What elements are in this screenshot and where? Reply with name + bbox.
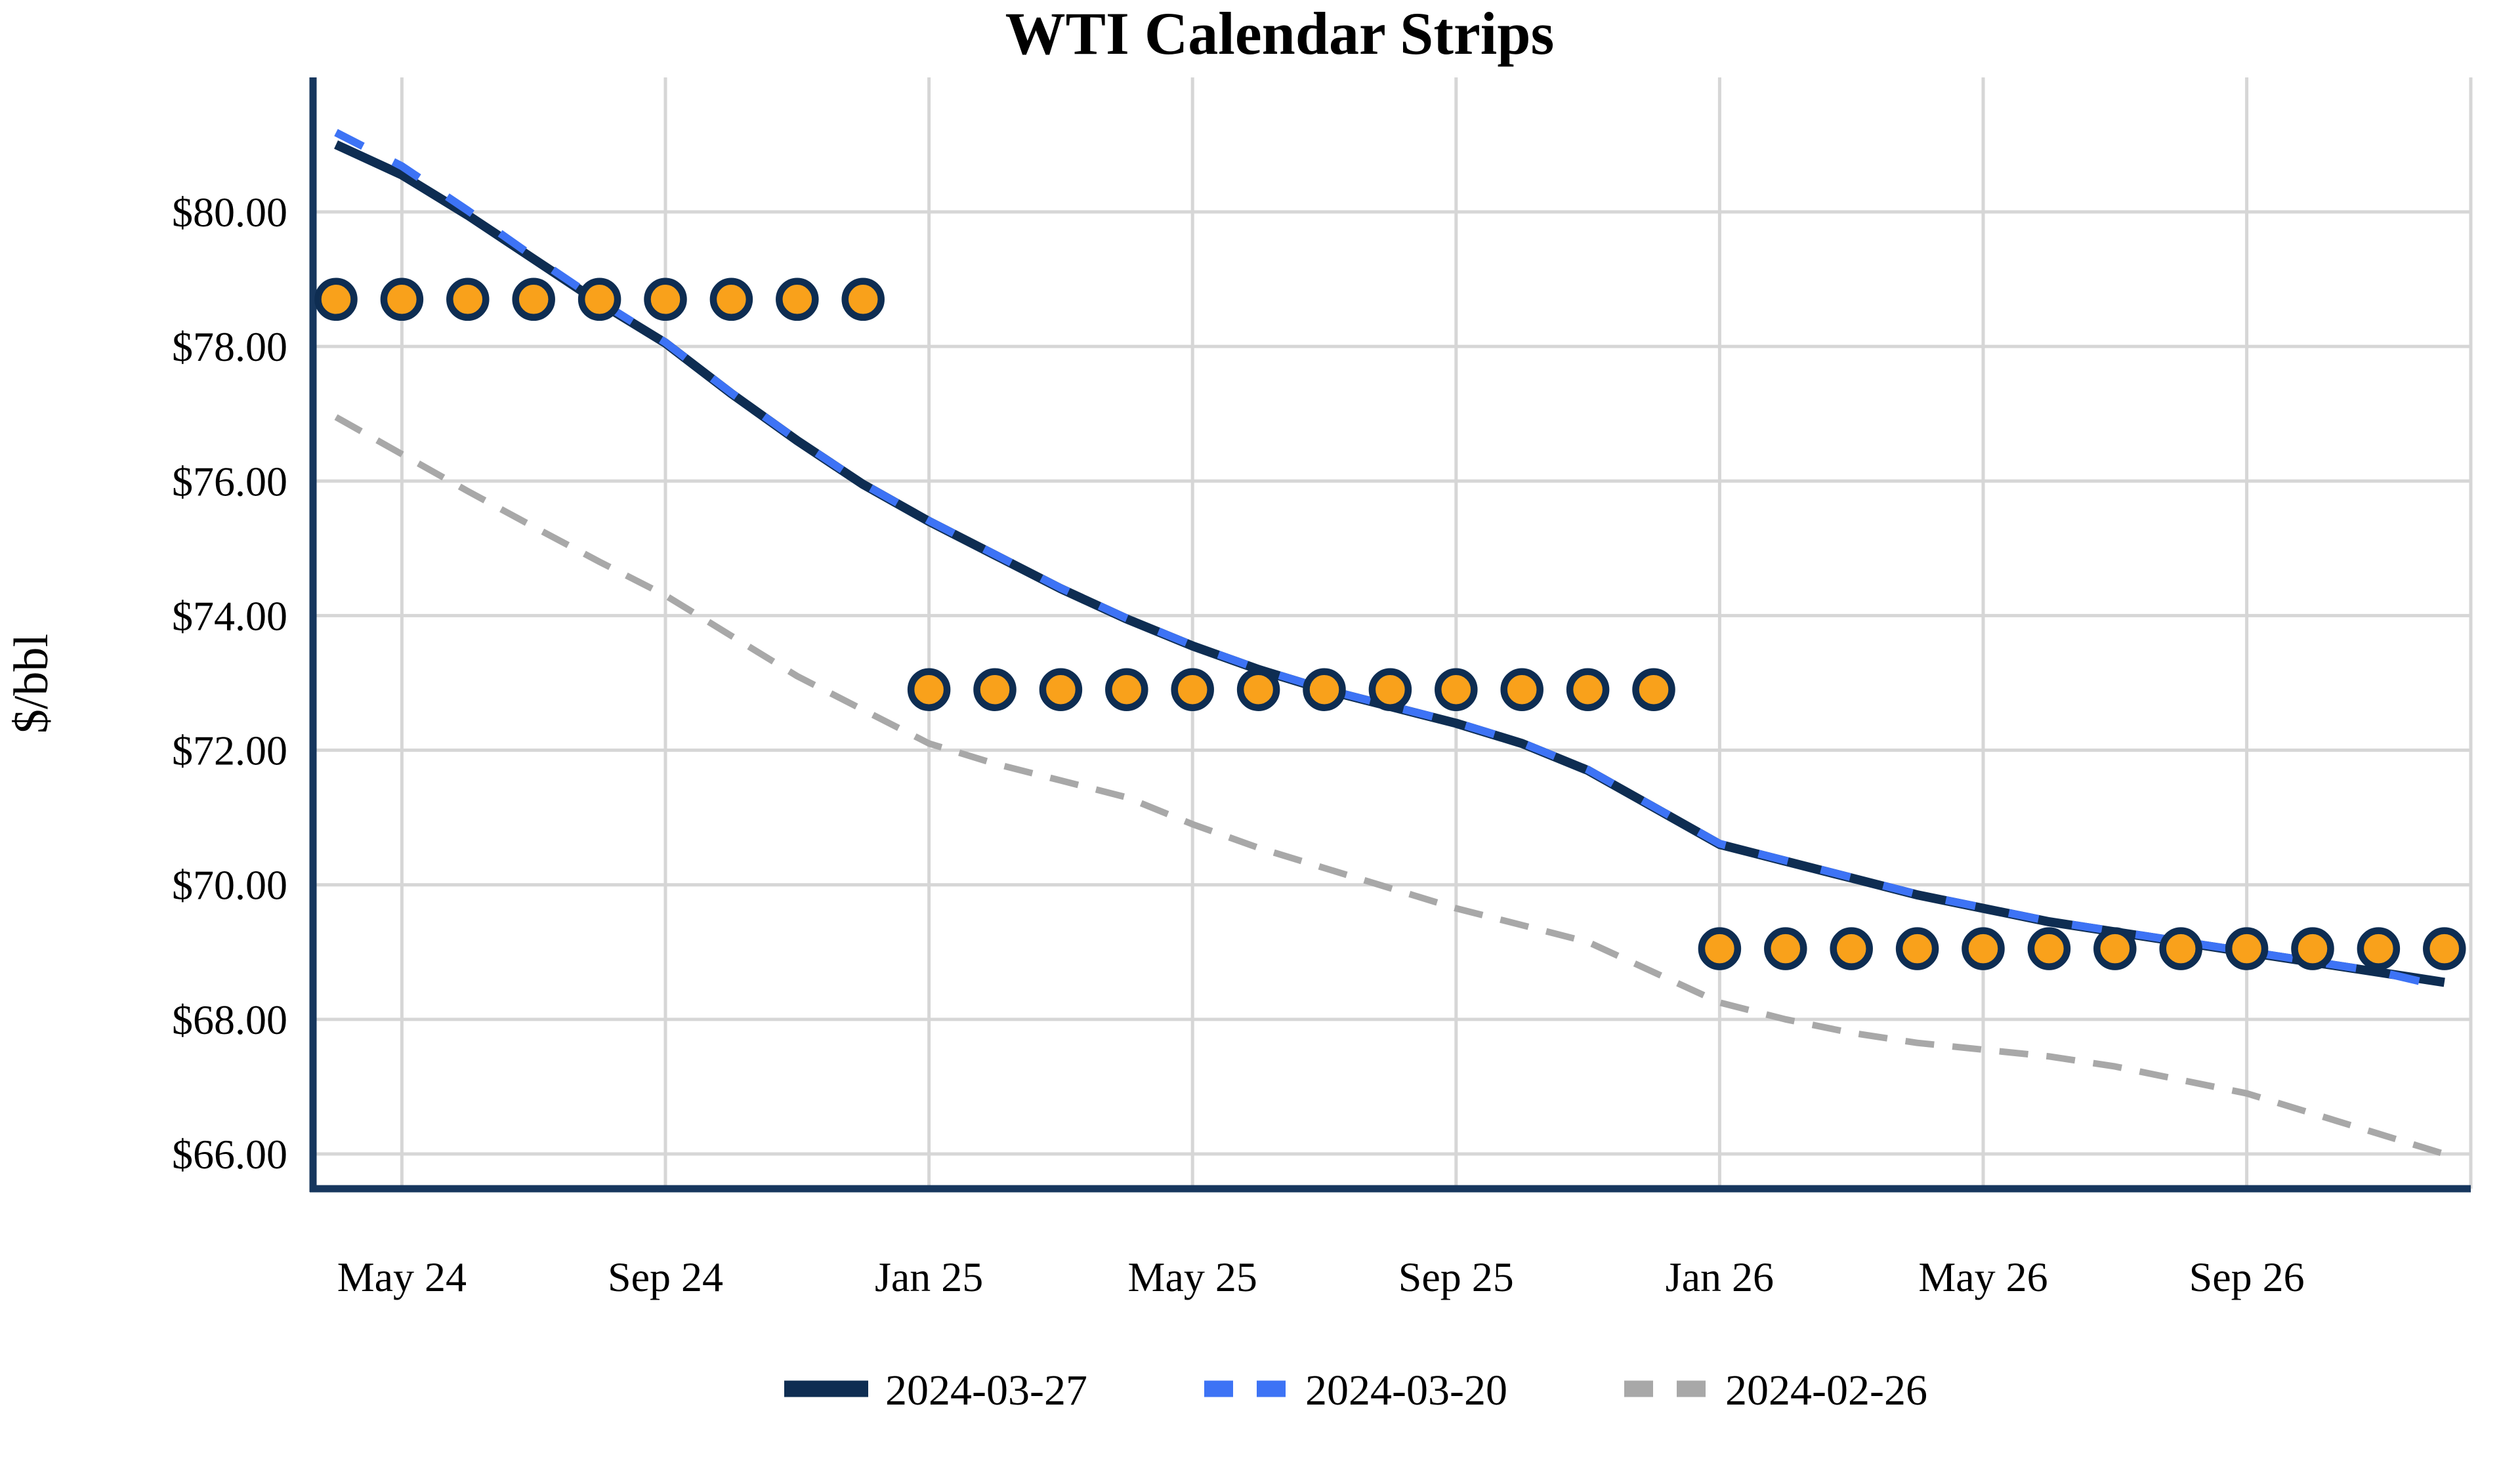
y-axis-title: $/bbl [5,634,58,733]
x-tick-label: Sep 25 [1398,1254,1514,1300]
y-tick-label: $66.00 [172,1131,287,1178]
strip-marker [1303,668,1346,711]
vertical-gridlines [400,77,2473,1189]
legend-label: 2024-02-26 [1725,1367,1927,1414]
strip-marker [380,278,424,321]
strip-marker [644,278,687,321]
strip-marker [1698,927,1742,970]
strip-marker [1895,927,1939,970]
legend-item-2024-02-26: 2024-02-26 [1624,1367,1927,1414]
strip-marker [1764,927,1807,970]
strip-marker [709,278,753,321]
strip-marker [1171,668,1214,711]
x-tick-label: Jan 25 [875,1254,983,1300]
strip-marker [2093,927,2137,970]
y-tick-label: $78.00 [172,323,287,370]
strip-marker [776,278,819,321]
strip-marker [2291,927,2334,970]
series-line-2024-03-20 [334,129,2446,991]
strip-marker [2159,927,2202,970]
legend: 2024-03-27 2024-03-20 2024-02-26 [784,1367,1927,1414]
strip-marker [578,278,621,321]
strip-marker [1105,668,1148,711]
strip-marker [1830,927,1873,970]
strip-marker [973,668,1017,711]
y-tick-label: $80.00 [172,189,287,236]
y-tick-label: $72.00 [172,728,287,774]
legend-item-2024-03-20: 2024-03-20 [1204,1367,1507,1414]
strip-marker [446,278,490,321]
strip-marker [1632,668,1675,711]
legend-label: 2024-03-20 [1305,1367,1507,1414]
x-tick-label: Sep 24 [608,1254,723,1300]
cal-2026-strip [1698,927,2466,970]
strip-marker [1039,668,1083,711]
strip-marker [2225,927,2269,970]
strip-marker [1500,668,1544,711]
x-tick-label: Sep 26 [2189,1254,2305,1300]
strip-marker [314,278,358,321]
strip-marker [1368,668,1412,711]
strip-marker [907,668,951,711]
strip-marker [512,278,555,321]
y-tick-label: $68.00 [172,997,287,1043]
strip-marker [1566,668,1610,711]
x-tick-label: May 26 [1918,1254,2048,1300]
strip-marker [1435,668,1478,711]
x-tick-label: May 25 [1128,1254,1257,1300]
strip-marker [1962,927,2005,970]
cal-2024-strip [314,278,885,321]
strip-marker [2357,927,2401,970]
cal-2025-strip [907,668,1675,711]
strip-marker [1236,668,1280,711]
calendar-strip-markers [314,278,2466,970]
y-tick-label: $74.00 [172,592,287,639]
legend-item-2024-03-27: 2024-03-27 [784,1367,1087,1414]
y-tick-label: $76.00 [172,458,287,504]
legend-label: 2024-03-27 [885,1367,1087,1414]
strip-marker [841,278,885,321]
x-tick-label: May 24 [337,1254,467,1300]
x-axis-tick-labels: May 24 Sep 24 Jan 25 May 25 Sep 25 Jan 26 May … [337,1254,2305,1300]
strip-marker [2027,927,2071,970]
series-line-2024-03-27 [334,140,2445,987]
x-tick-label: Jan 26 [1666,1254,1774,1300]
y-axis-tick-labels: $80.00 $78.00 $76.00 $74.00 $72.00 $70.00 $68.… [172,189,287,1178]
y-tick-label: $70.00 [172,862,287,909]
strip-marker [2423,927,2466,970]
series-line-2024-02-26 [334,414,2446,1157]
chart-title: WTI Calendar Strips [1005,0,1555,67]
axes-spines [309,77,2471,1193]
